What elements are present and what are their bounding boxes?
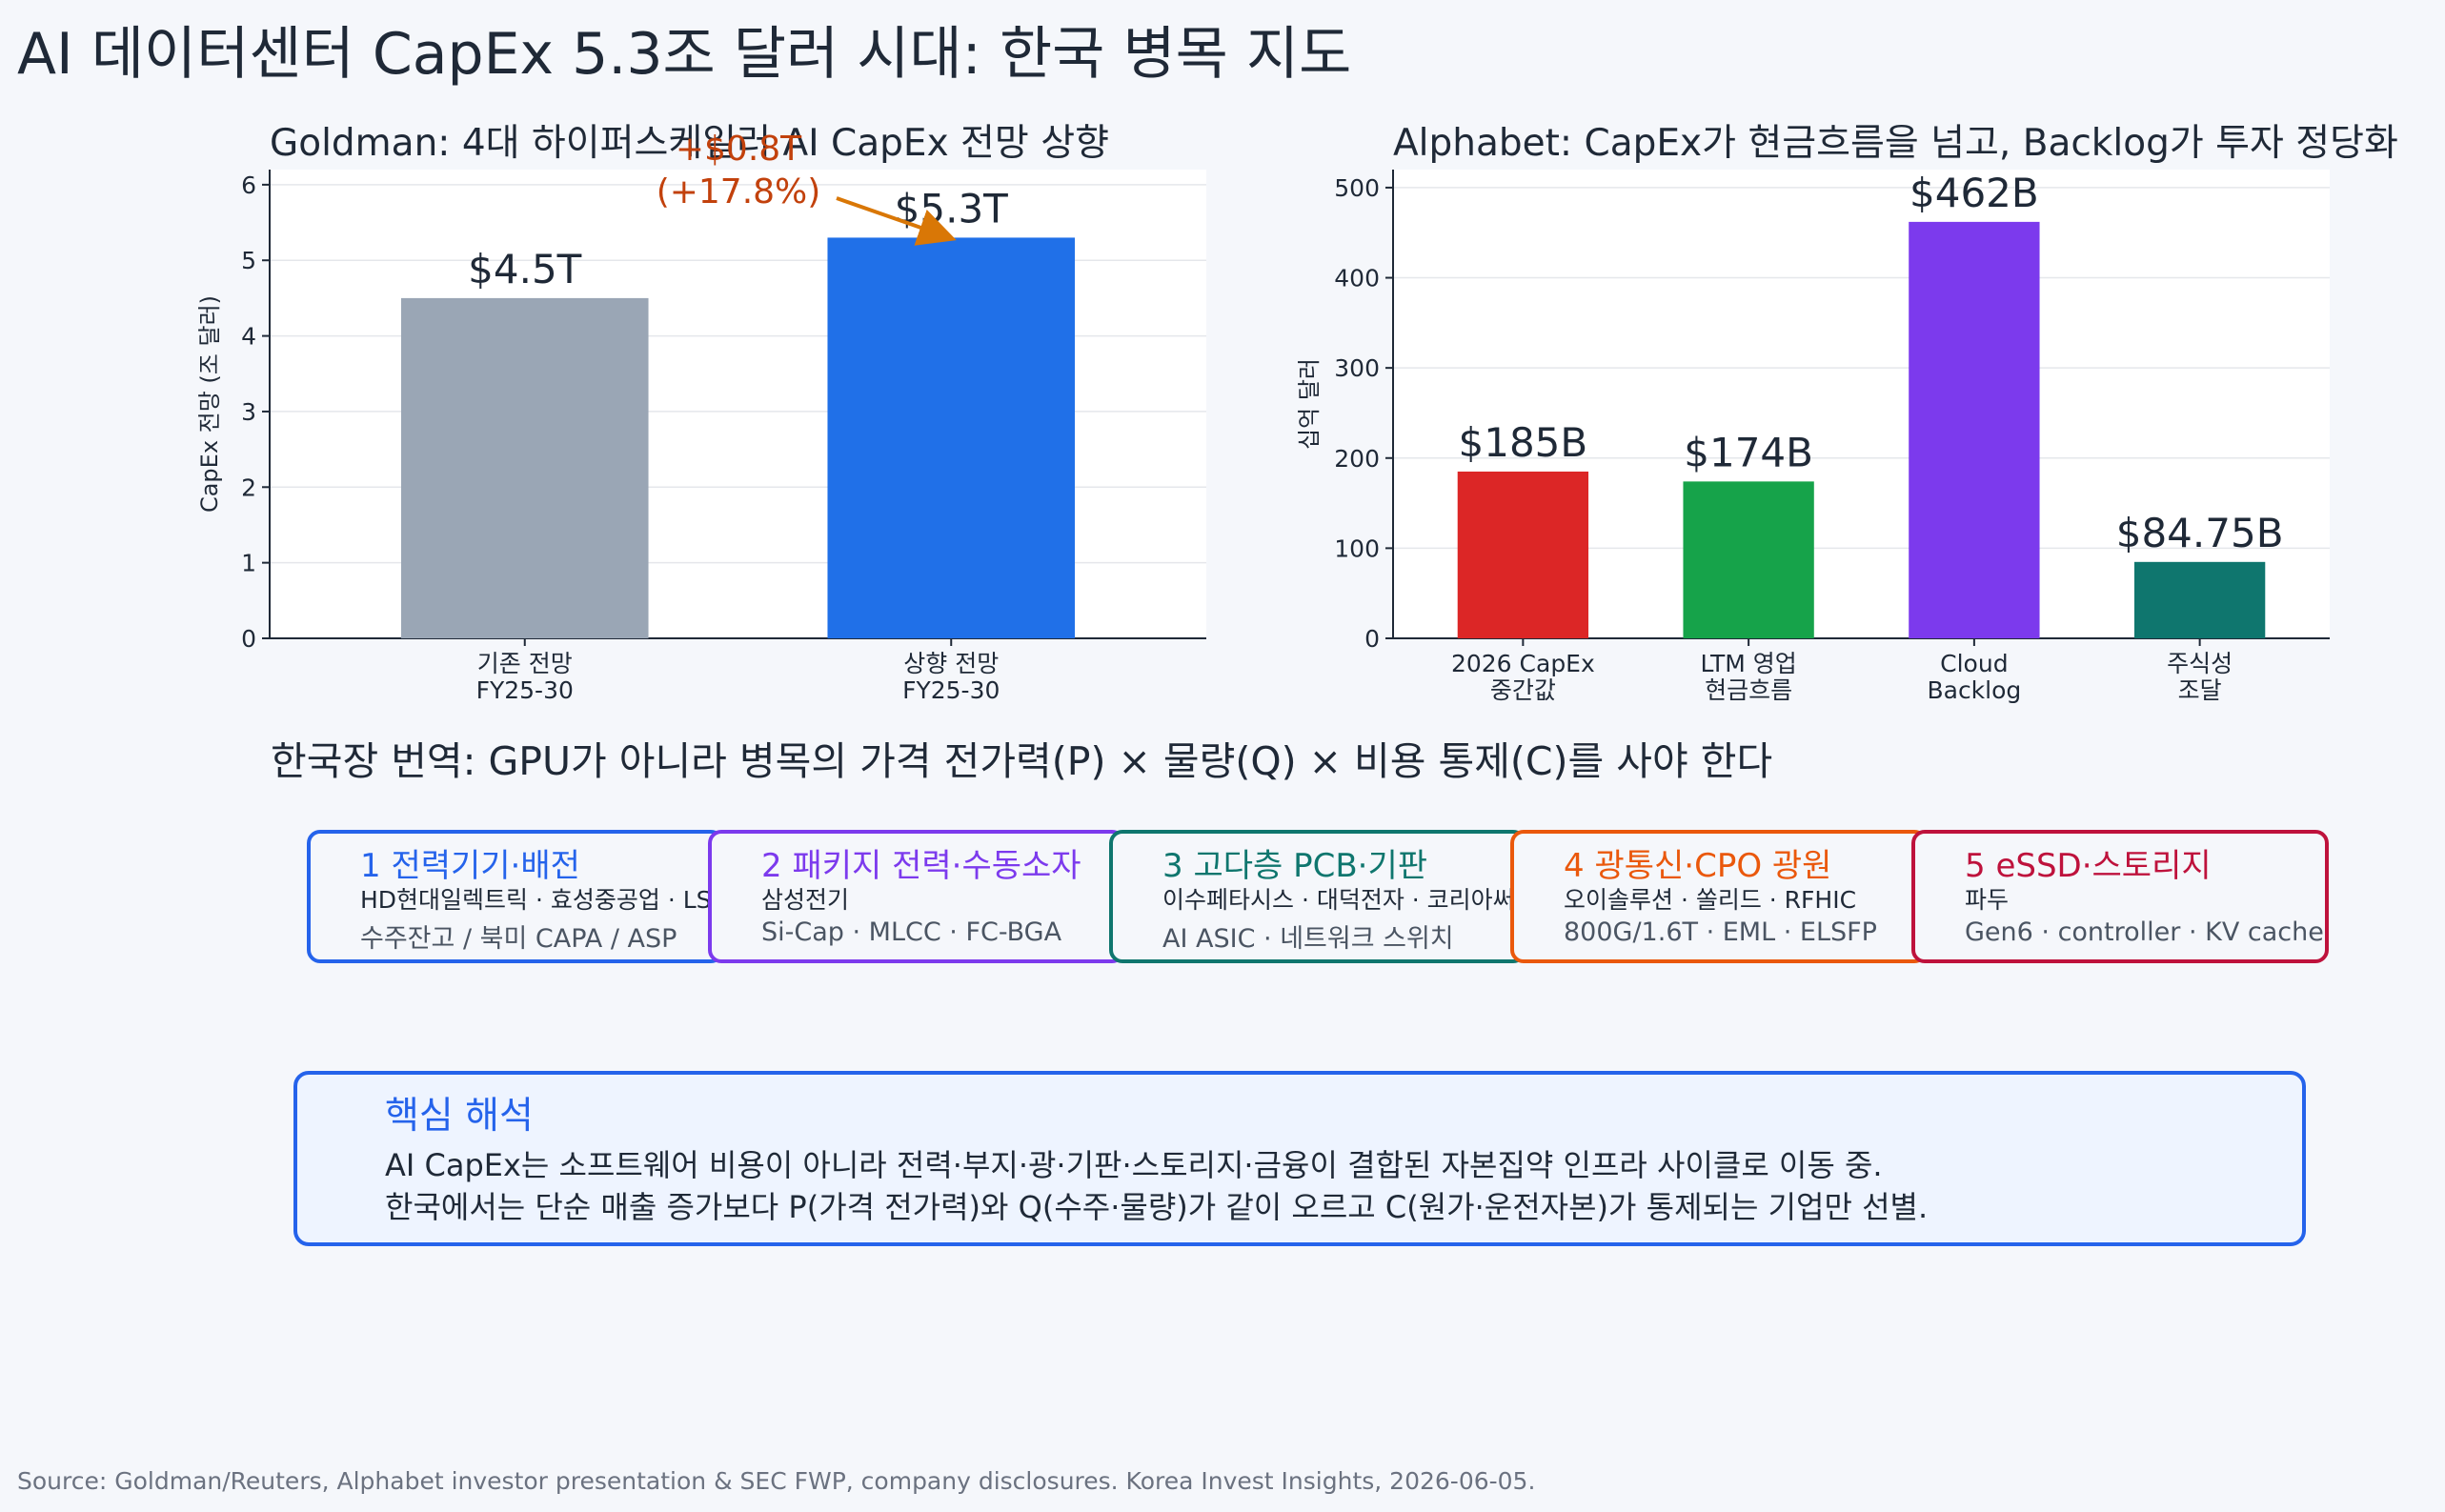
- y-tick-label: 300: [1334, 354, 1380, 382]
- y-tick-label: 2: [241, 474, 256, 501]
- y-tick-label: 0: [1364, 625, 1380, 653]
- x-tick-label: 상향 전망 FY25-30: [902, 650, 1000, 704]
- bar: [827, 237, 1076, 638]
- summary-box: 핵심 해석 AI CapEx는 소프트웨어 비용이 아니라 전력·부지·광·기판…: [293, 1071, 2306, 1246]
- alphabet-capex-chart: Alphabet: CapEx가 현금흐름을 넘고, Backlog가 투자 정…: [1296, 122, 2398, 704]
- x-tick-label: 기존 전망 FY25-30: [476, 650, 574, 704]
- summary-line-2: 한국에서는 단순 매출 증가보다 P(가격 전가력)와 Q(수주·물량)가 같이…: [385, 1189, 1929, 1225]
- source-note: Source: Goldman/Reuters, Alphabet invest…: [17, 1467, 1536, 1495]
- step-tags: 800G/1.6T · EML · ELSFP: [1564, 917, 1877, 947]
- y-tick-label: 6: [241, 171, 256, 199]
- korea-translation-title: 한국장 번역: GPU가 아니라 병목의 가격 전가력(P) × 물량(Q) ×…: [271, 738, 1773, 784]
- x-tick-label: Cloud Backlog: [1927, 650, 2021, 704]
- step-title: 3 고다층 PCB·기판: [1162, 847, 1428, 885]
- step-tags: AI ASIC · 네트워크 스위치: [1162, 924, 1454, 954]
- bar: [400, 297, 649, 638]
- bar-value-label: $4.5T: [468, 246, 582, 292]
- page-title: AI 데이터센터 CapEx 5.3조 달러 시대: 한국 병목 지도: [17, 21, 1352, 88]
- annotation-arrow: [836, 196, 957, 246]
- step-companies: 삼성전기: [761, 886, 850, 914]
- bar-value-label: $174B: [1684, 429, 1813, 475]
- y-tick-label: 200: [1334, 445, 1380, 473]
- annotation-delta: +$0.8T: [676, 130, 802, 169]
- y-tick-label: 500: [1334, 174, 1380, 202]
- summary-title: 핵심 해석: [385, 1095, 534, 1138]
- chart-title: Alphabet: CapEx가 현금흐름을 넘고, Backlog가 투자 정…: [1393, 122, 2398, 165]
- bar: [1457, 471, 1589, 638]
- bar-value-label: $185B: [1459, 419, 1588, 466]
- y-tick-label: 100: [1334, 534, 1380, 562]
- bar: [1683, 481, 1814, 638]
- x-tick-label: 주식성 조달: [2167, 650, 2233, 704]
- bottleneck-step-4: 4 광통신·CPO 광원 오이솔루션 · 쏠리드 · RFHIC 800G/1.6T…: [1510, 830, 1928, 963]
- bar: [2133, 561, 2266, 638]
- y-tick-label: 1: [241, 550, 256, 577]
- bottleneck-step-1: 1 전력기기·배전 HD현대일렉트릭 · 효성중공업 · LS ELECTRIC 수…: [307, 830, 834, 963]
- step-title: 4 광통신·CPO 광원: [1564, 847, 1832, 885]
- step-companies: 파두: [1965, 886, 2010, 914]
- goldman-capex-chart: Goldman: 4대 하이퍼스케일러 AI CapEx 전망 상향 0 1 2 3 4 5…: [196, 122, 1206, 704]
- bar: [1909, 221, 2040, 638]
- y-tick-label: 0: [241, 625, 256, 653]
- bottleneck-step-2: 2 패키지 전력·수동소자 삼성전기 Si-Cap · MLCC · FC-BGA: [708, 830, 1125, 963]
- step-tags: Gen6 · controller · KV cache: [1965, 917, 2324, 947]
- bar-value-label: $462B: [1910, 170, 2039, 216]
- step-tags: 수주잔고 / 북미 CAPA / ASP: [360, 924, 677, 954]
- y-tick-label: 5: [241, 247, 256, 274]
- chart-title: Goldman: 4대 하이퍼스케일러 AI CapEx 전망 상향: [270, 122, 1109, 165]
- y-axis-label: CapEx 전망 (조 달러): [196, 295, 223, 513]
- y-tick-label: 400: [1334, 265, 1380, 292]
- summary-line-1: AI CapEx는 소프트웨어 비용이 아니라 전력·부지·광·기판·스토리지·…: [385, 1147, 1883, 1183]
- x-tick-label: LTM 영업 현금흐름: [1700, 650, 1796, 704]
- bottleneck-step-5: 5 eSSD·스토리지 파두 Gen6 · controller · KV cach…: [1911, 830, 2329, 963]
- y-axis-label: 십억 달러: [1296, 358, 1323, 450]
- y-tick-label: 4: [241, 323, 256, 351]
- annotation-percent: (+17.8%): [657, 172, 821, 212]
- bottleneck-step-3: 3 고다층 PCB·기판 이수페타시스 · 대덕전자 · 코리아써키트 AI ASI…: [1109, 830, 1559, 963]
- step-companies: 이수페타시스 · 대덕전자 · 코리아써키트: [1162, 886, 1559, 914]
- x-tick-label: 2026 CapEx 중간값: [1451, 650, 1595, 704]
- bar-value-label: $84.75B: [2116, 510, 2284, 556]
- step-title: 2 패키지 전력·수동소자: [761, 847, 1081, 885]
- step-tags: Si-Cap · MLCC · FC-BGA: [761, 917, 1062, 947]
- charts-canvas: Goldman: 4대 하이퍼스케일러 AI CapEx 전망 상향 0 1 2 3 4 5…: [196, 122, 2398, 704]
- step-title: 1 전력기기·배전: [360, 847, 580, 885]
- step-title: 5 eSSD·스토리지: [1965, 847, 2212, 885]
- step-companies: 오이솔루션 · 쏠리드 · RFHIC: [1564, 886, 1857, 914]
- y-tick-label: 3: [241, 398, 256, 426]
